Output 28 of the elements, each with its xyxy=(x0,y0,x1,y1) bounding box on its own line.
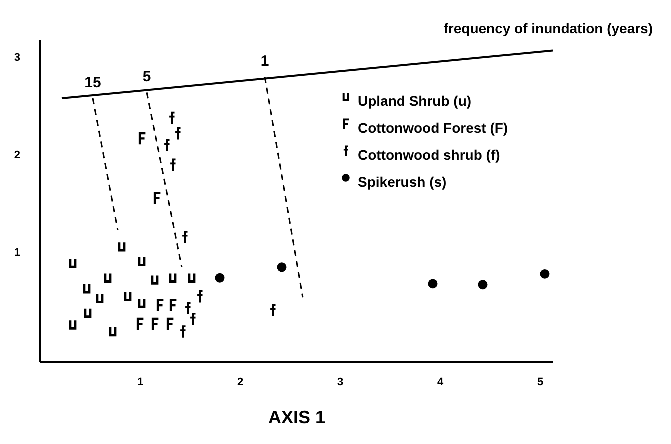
legend-label: Spikerush (s) xyxy=(358,174,447,190)
point xyxy=(478,280,488,290)
y-tick-label: 1 xyxy=(14,247,20,260)
series-label: frequency of inundation (years) xyxy=(444,20,653,37)
point xyxy=(277,262,287,272)
x-tick-label: 5 xyxy=(537,376,544,388)
annotation: 1 xyxy=(260,53,270,70)
annotation: 5 xyxy=(142,68,152,86)
x-tick-label: 3 xyxy=(337,376,344,388)
point xyxy=(138,257,146,266)
y-tick-label: 2 xyxy=(14,150,20,162)
legend-label: Cottonwood Forest (F) xyxy=(358,120,508,136)
annotation: 15 xyxy=(84,74,102,92)
point xyxy=(69,259,77,268)
point xyxy=(69,320,77,330)
point xyxy=(118,242,126,252)
point xyxy=(540,269,550,279)
legend-label: Upland Shrub (u) xyxy=(358,93,472,109)
x-axis-title: AXIS 1 xyxy=(268,408,326,428)
legend-label: Cottonwood shrub (f) xyxy=(358,147,500,163)
point xyxy=(215,273,225,283)
point xyxy=(138,299,146,308)
x-tick-label: 2 xyxy=(237,376,244,388)
y-tick-label: 3 xyxy=(14,52,20,64)
point xyxy=(428,279,438,289)
point xyxy=(151,276,159,285)
x-tick-label: 1 xyxy=(137,376,144,388)
x-tick-label: 4 xyxy=(437,376,444,388)
